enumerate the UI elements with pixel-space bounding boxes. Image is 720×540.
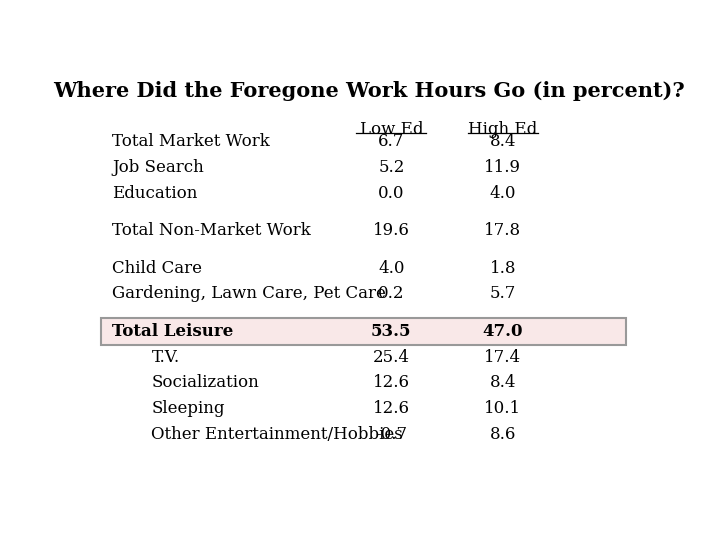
Text: Sleeping: Sleeping — [151, 400, 225, 417]
Text: Low Ed: Low Ed — [359, 121, 423, 138]
Text: 8.6: 8.6 — [490, 426, 516, 443]
Text: 8.4: 8.4 — [490, 374, 516, 392]
Text: 5.2: 5.2 — [378, 159, 405, 176]
Text: 53.5: 53.5 — [371, 323, 412, 340]
Text: 6.7: 6.7 — [378, 133, 405, 150]
Text: Total Non-Market Work: Total Non-Market Work — [112, 222, 311, 239]
Text: 25.4: 25.4 — [373, 349, 410, 366]
Text: 47.0: 47.0 — [482, 323, 523, 340]
Text: Other Entertainment/Hobbies: Other Entertainment/Hobbies — [151, 426, 403, 443]
Text: 17.4: 17.4 — [485, 349, 521, 366]
Text: 12.6: 12.6 — [373, 374, 410, 392]
Text: 0.0: 0.0 — [378, 185, 405, 202]
Text: Gardening, Lawn Care, Pet Care: Gardening, Lawn Care, Pet Care — [112, 286, 386, 302]
Text: Total Leisure: Total Leisure — [112, 323, 233, 340]
Text: Socialization: Socialization — [151, 374, 259, 392]
Text: Child Care: Child Care — [112, 260, 202, 276]
Text: 4.0: 4.0 — [378, 260, 405, 276]
Text: 10.1: 10.1 — [485, 400, 521, 417]
Text: T.V.: T.V. — [151, 349, 179, 366]
Text: Where Did the Foregone Work Hours Go (in percent)?: Where Did the Foregone Work Hours Go (in… — [53, 82, 685, 102]
Text: 11.9: 11.9 — [485, 159, 521, 176]
Text: 17.8: 17.8 — [485, 222, 521, 239]
Text: 12.6: 12.6 — [373, 400, 410, 417]
Text: Job Search: Job Search — [112, 159, 204, 176]
Text: 5.7: 5.7 — [490, 286, 516, 302]
Text: High Ed: High Ed — [468, 121, 538, 138]
Text: 19.6: 19.6 — [373, 222, 410, 239]
Text: 8.4: 8.4 — [490, 133, 516, 150]
Text: Total Market Work: Total Market Work — [112, 133, 270, 150]
Text: 1.8: 1.8 — [490, 260, 516, 276]
Text: -0.7: -0.7 — [375, 426, 408, 443]
Text: Education: Education — [112, 185, 198, 202]
Text: 0.2: 0.2 — [378, 286, 405, 302]
FancyBboxPatch shape — [101, 318, 626, 345]
Text: 4.0: 4.0 — [490, 185, 516, 202]
